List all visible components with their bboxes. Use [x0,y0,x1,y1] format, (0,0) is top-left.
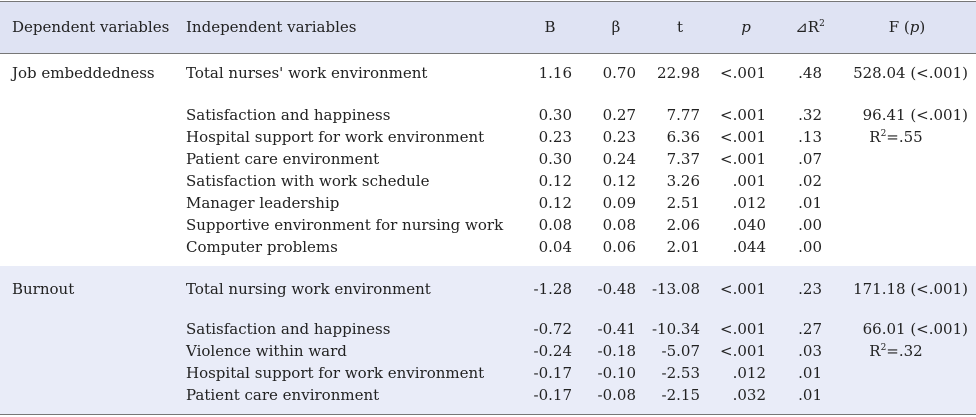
value-t: -10.34 [651,320,700,338]
burnout-band [0,266,976,414]
job-embeddedness-band [0,54,976,265]
value-b: 0.23 [538,128,572,146]
value-t: 22.98 [657,64,700,82]
value-delta-r2: .13 [798,128,822,146]
value-p: <.001 [720,342,766,360]
value-t: 2.06 [666,216,700,234]
value-p: .032 [732,386,766,404]
value-beta: 0.12 [602,172,636,190]
variable-name: Hospital support for work environment [186,364,485,382]
value-b: -0.72 [533,320,572,338]
value-p: <.001 [720,320,766,338]
variable-name: Satisfaction and happiness [186,320,391,338]
value-beta: 0.09 [602,194,636,212]
value-delta-r2: .23 [798,280,822,298]
model-r2: R2=.55 [869,128,923,146]
value-p: .012 [732,364,766,382]
variable-name: Patient care environment [186,150,380,168]
value-delta-r2: .00 [798,238,822,256]
value-t: 3.26 [666,172,700,190]
value-b: -0.17 [533,364,572,382]
header-dependent: Dependent variables [12,18,170,36]
value-p: .040 [732,216,766,234]
value-b: 0.12 [538,194,572,212]
value-b: -1.28 [533,280,572,298]
value-b: -0.17 [533,386,572,404]
header-t: t [676,18,684,36]
variable-name: Satisfaction with work schedule [186,172,430,190]
value-p: <.001 [720,64,766,82]
value-p: <.001 [720,128,766,146]
table-header [0,1,976,54]
value-beta: 0.24 [602,150,636,168]
value-delta-r2: .32 [798,106,822,124]
value-beta: 0.27 [602,106,636,124]
value-t: 2.01 [666,238,700,256]
value-p: .044 [732,238,766,256]
header-p: p [741,18,751,36]
value-delta-r2: .01 [798,194,822,212]
value-t: -13.08 [651,280,700,298]
variable-name: Computer problems [186,238,338,256]
value-beta: 0.06 [602,238,636,256]
value-f: 528.04 (<.001) [853,64,968,82]
value-p: <.001 [720,280,766,298]
header-independent: Independent variables [186,18,357,36]
variable-name: Violence within ward [186,342,347,360]
value-beta: 0.08 [602,216,636,234]
value-t: -5.07 [661,342,700,360]
value-beta: 0.23 [602,128,636,146]
value-beta: -0.48 [597,280,636,298]
model-r2: R2=.32 [869,342,923,360]
dependent-job-embeddedness: Job embeddedness [12,64,155,82]
value-t: 7.77 [666,106,700,124]
header-beta: β [611,18,621,36]
value-b: 0.04 [538,238,572,256]
value-beta: -0.41 [597,320,636,338]
variable-name: Total nursing work environment [186,280,431,298]
value-b: 0.08 [538,216,572,234]
value-beta: -0.10 [597,364,636,382]
model-f: 96.41 (<.001) [862,106,968,124]
value-b: 0.30 [538,150,572,168]
header-b: B [544,18,556,36]
value-b: 0.12 [538,172,572,190]
value-t: 6.36 [666,128,700,146]
value-p: .001 [732,172,766,190]
value-p: .012 [732,194,766,212]
value-delta-r2: .07 [798,150,822,168]
value-beta: -0.08 [597,386,636,404]
value-t: -2.15 [661,386,700,404]
variable-name: Patient care environment [186,386,380,404]
value-b: -0.24 [533,342,572,360]
value-b: 0.30 [538,106,572,124]
variable-name: Total nurses' work environment [186,64,428,82]
value-delta-r2: .27 [798,320,822,338]
variable-name: Hospital support for work environment [186,128,485,146]
value-delta-r2: .48 [798,64,822,82]
header-delta-r2: ⊿R2 [795,18,825,36]
variable-name: Manager leadership [186,194,340,212]
value-t: 7.37 [666,150,700,168]
model-f: 66.01 (<.001) [862,320,968,338]
dependent-burnout: Burnout [12,280,75,298]
value-delta-r2: .03 [798,342,822,360]
value-b: 1.16 [538,64,572,82]
value-beta: 0.70 [602,64,636,82]
value-t: 2.51 [666,194,700,212]
value-f: 171.18 (<.001) [853,280,968,298]
value-delta-r2: .02 [798,172,822,190]
value-p: <.001 [720,150,766,168]
value-t: -2.53 [661,364,700,382]
variable-name: Satisfaction and happiness [186,106,391,124]
value-p: <.001 [720,106,766,124]
bottom-rule [0,414,976,415]
value-delta-r2: .01 [798,364,822,382]
variable-name: Supportive environment for nursing work [186,216,504,234]
header-f: F (p) [888,18,926,36]
value-delta-r2: .01 [798,386,822,404]
value-delta-r2: .00 [798,216,822,234]
value-beta: -0.18 [597,342,636,360]
